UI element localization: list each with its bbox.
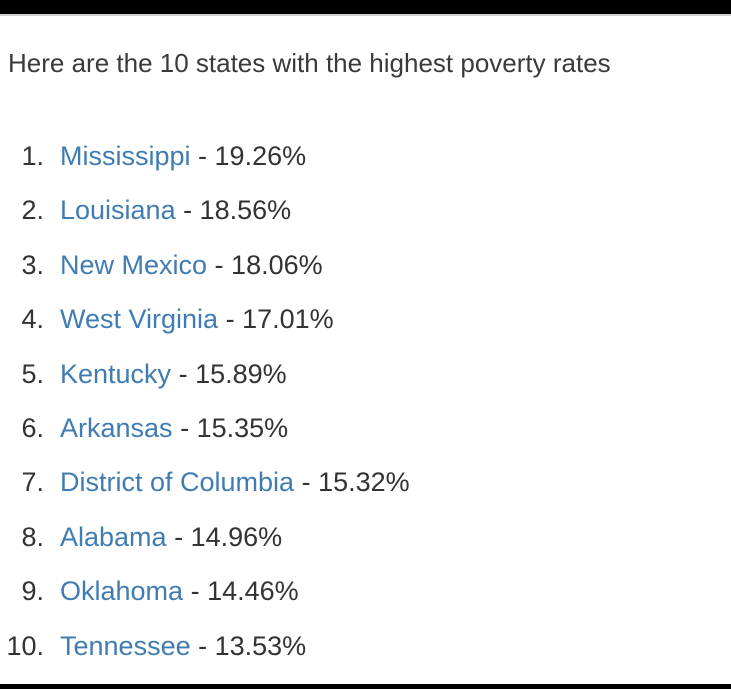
state-link-arkansas[interactable]: Arkansas — [60, 412, 173, 443]
list-entry: Arkansas - 15.35% — [60, 411, 288, 445]
separator: - — [190, 141, 215, 171]
poverty-rate: 13.53% — [214, 630, 307, 661]
rank-number: 5. — [21, 358, 44, 389]
intro-heading: Here are the 10 states with the highest … — [8, 48, 611, 78]
poverty-rate: 18.56% — [199, 195, 292, 226]
state-link-mississippi[interactable]: Mississippi — [60, 141, 191, 171]
state-link-louisiana[interactable]: Louisiana — [60, 195, 176, 226]
rank-number: 6. — [21, 412, 44, 443]
list-entry: Louisiana - 18.56% — [60, 193, 291, 227]
separator: - — [175, 195, 200, 226]
list-entry: Kentucky - 15.89% — [60, 357, 287, 391]
rank-number: 4. — [21, 304, 44, 335]
list-entry: Alabama - 14.96% — [60, 520, 282, 554]
poverty-rate: 18.06% — [231, 249, 323, 280]
poverty-rate: 15.89% — [195, 358, 287, 389]
poverty-rate: 19.26% — [214, 141, 307, 171]
list-entry: Mississippi - 19.26% — [60, 139, 306, 173]
rank-number: 1. — [21, 141, 44, 171]
separator: - — [166, 521, 191, 552]
separator: - — [294, 467, 319, 498]
list-entry: West Virginia - 17.01% — [60, 302, 334, 336]
top-frame-bar — [0, 0, 731, 14]
poverty-rate: 14.96% — [190, 521, 283, 552]
rank-number: 9. — [21, 576, 44, 607]
state-link-district-of-columbia[interactable]: District of Columbia — [60, 467, 295, 498]
state-link-oklahoma[interactable]: Oklahoma — [60, 576, 184, 607]
poverty-rate: 15.35% — [196, 412, 289, 443]
rank-number: 2. — [21, 195, 44, 226]
poverty-rate: 15.32% — [318, 467, 410, 498]
poverty-rate: 17.01% — [242, 304, 334, 335]
state-link-new-mexico[interactable]: New Mexico — [60, 249, 208, 280]
bottom-frame-bar — [0, 684, 731, 689]
state-link-kentucky[interactable]: Kentucky — [60, 358, 172, 389]
separator: - — [172, 412, 197, 443]
list-entry: Oklahoma - 14.46% — [60, 574, 299, 608]
state-link-alabama[interactable]: Alabama — [60, 521, 167, 552]
state-link-west-virginia[interactable]: West Virginia — [60, 304, 219, 335]
separator: - — [171, 358, 196, 389]
rank-number: 7. — [21, 467, 44, 498]
rank-number: 8. — [21, 521, 44, 552]
state-link-tennessee[interactable]: Tennessee — [60, 630, 191, 661]
list-entry: Tennessee - 13.53% — [60, 629, 306, 663]
rank-number: 3. — [21, 249, 44, 280]
separator: - — [218, 304, 243, 335]
separator: - — [190, 630, 215, 661]
poverty-rate: 14.46% — [207, 576, 299, 607]
separator: - — [183, 576, 208, 607]
separator: - — [207, 249, 232, 280]
content-panel: Here are the 10 states with the highest … — [0, 14, 731, 684]
list-entry: New Mexico - 18.06% — [60, 248, 323, 282]
list-entry: District of Columbia - 15.32% — [60, 465, 410, 499]
rank-number: 10. — [6, 630, 44, 661]
